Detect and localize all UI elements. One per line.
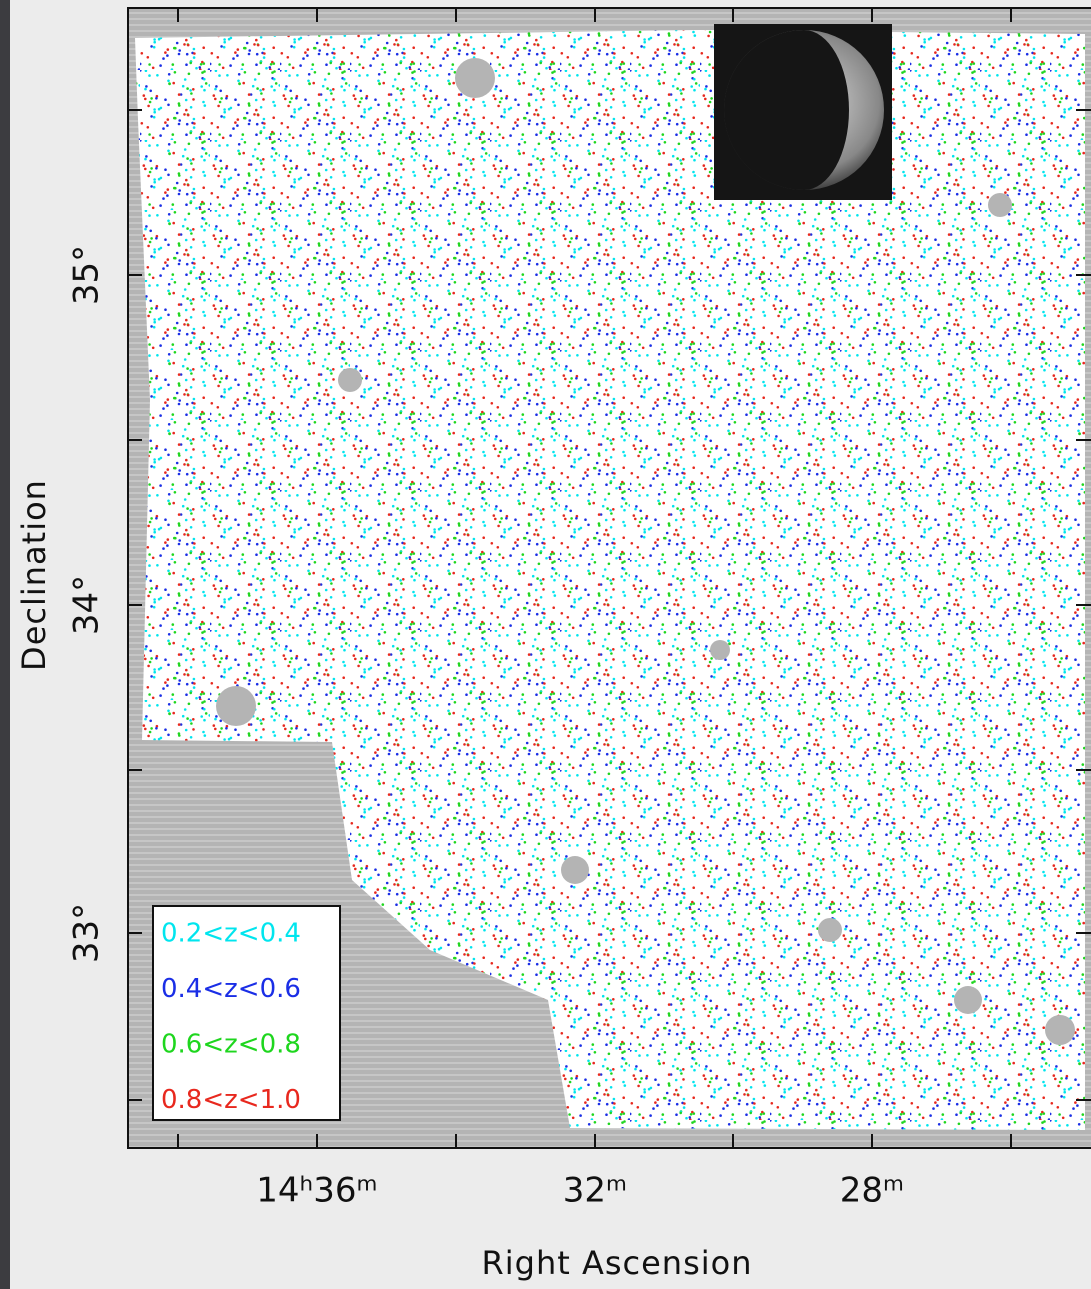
y-tick-label: 33°	[67, 903, 107, 963]
legend-label: 0.8<z<1.0	[161, 1085, 301, 1115]
y-tick-label: 34°	[67, 575, 107, 635]
y-axis-label: Declination	[15, 479, 53, 671]
legend-label: 0.2<z<0.4	[161, 919, 301, 949]
legend-label: 0.6<z<0.8	[161, 1030, 301, 1060]
masked-holes	[216, 58, 1075, 1045]
x-tick-label: 28ᵐ	[840, 1171, 904, 1211]
x-tick-label: 14ʰ36ᵐ	[256, 1171, 377, 1211]
x-axis-label: Right Ascension	[482, 1244, 753, 1282]
x-tick-label: 32ᵐ	[563, 1171, 627, 1211]
legend	[152, 905, 341, 1121]
survey-footprint	[135, 30, 1085, 1130]
y-tick-label: 35°	[67, 245, 107, 305]
legend-label: 0.4<z<0.6	[161, 974, 301, 1004]
moon-shadow	[724, 30, 849, 190]
